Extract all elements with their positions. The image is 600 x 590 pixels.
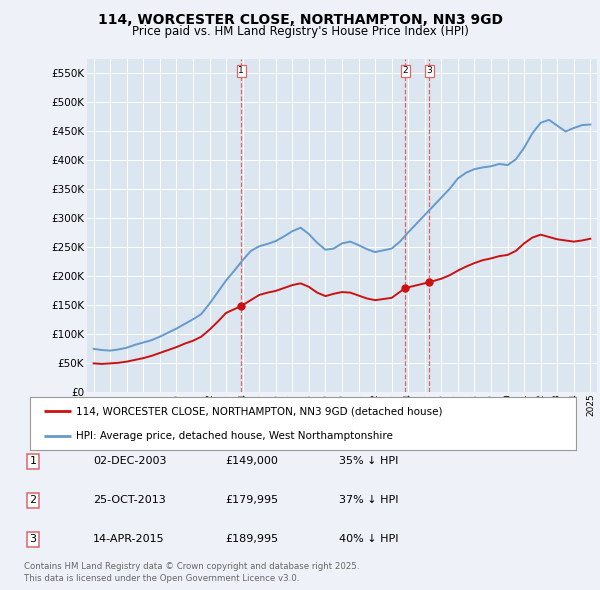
Text: 114, WORCESTER CLOSE, NORTHAMPTON, NN3 9GD: 114, WORCESTER CLOSE, NORTHAMPTON, NN3 9… xyxy=(97,13,503,27)
Text: 37% ↓ HPI: 37% ↓ HPI xyxy=(339,496,398,505)
Text: Contains HM Land Registry data © Crown copyright and database right 2025.: Contains HM Land Registry data © Crown c… xyxy=(24,562,359,571)
Text: 35% ↓ HPI: 35% ↓ HPI xyxy=(339,457,398,466)
Text: 3: 3 xyxy=(29,535,37,544)
Text: £179,995: £179,995 xyxy=(225,496,278,505)
Text: HPI: Average price, detached house, West Northamptonshire: HPI: Average price, detached house, West… xyxy=(76,431,393,441)
Text: 40% ↓ HPI: 40% ↓ HPI xyxy=(339,535,398,544)
Text: 25-OCT-2013: 25-OCT-2013 xyxy=(93,496,166,505)
Text: 1: 1 xyxy=(238,66,244,75)
Text: £189,995: £189,995 xyxy=(225,535,278,544)
Text: 2: 2 xyxy=(29,496,37,505)
Text: 2: 2 xyxy=(403,66,408,75)
Text: £149,000: £149,000 xyxy=(225,457,278,466)
Text: 3: 3 xyxy=(427,66,433,75)
Text: This data is licensed under the Open Government Licence v3.0.: This data is licensed under the Open Gov… xyxy=(24,574,299,583)
Text: 14-APR-2015: 14-APR-2015 xyxy=(93,535,164,544)
Text: 02-DEC-2003: 02-DEC-2003 xyxy=(93,457,167,466)
Text: 114, WORCESTER CLOSE, NORTHAMPTON, NN3 9GD (detached house): 114, WORCESTER CLOSE, NORTHAMPTON, NN3 9… xyxy=(76,407,443,417)
Text: Price paid vs. HM Land Registry's House Price Index (HPI): Price paid vs. HM Land Registry's House … xyxy=(131,25,469,38)
Text: 1: 1 xyxy=(29,457,37,466)
